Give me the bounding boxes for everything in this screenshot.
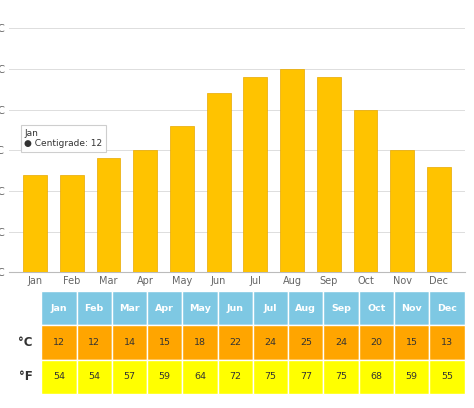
Bar xyxy=(207,93,230,272)
Bar xyxy=(60,175,84,272)
Bar xyxy=(280,69,304,272)
Text: Sep: Sep xyxy=(331,304,351,313)
Bar xyxy=(218,291,253,326)
Bar xyxy=(253,360,288,394)
Text: Jul: Jul xyxy=(264,304,277,313)
Text: Jan: Jan xyxy=(51,304,67,313)
Text: 22: 22 xyxy=(229,338,241,347)
Bar xyxy=(182,291,218,326)
Bar xyxy=(288,360,323,394)
Text: 12: 12 xyxy=(53,338,65,347)
Bar xyxy=(394,360,429,394)
Text: Nov: Nov xyxy=(401,304,422,313)
Bar xyxy=(253,291,288,326)
Bar xyxy=(77,291,112,326)
Bar xyxy=(112,326,147,360)
Text: 12: 12 xyxy=(88,338,100,347)
Text: Dec: Dec xyxy=(437,304,457,313)
Text: Jun: Jun xyxy=(227,304,244,313)
Text: 25: 25 xyxy=(300,338,312,347)
Bar xyxy=(112,291,147,326)
Text: Apr: Apr xyxy=(155,304,174,313)
Bar xyxy=(429,291,465,326)
Bar xyxy=(182,360,218,394)
Text: Aug: Aug xyxy=(295,304,316,313)
Text: Mar: Mar xyxy=(119,304,140,313)
Bar xyxy=(147,291,182,326)
Bar xyxy=(112,360,147,394)
Bar xyxy=(394,291,429,326)
Text: 15: 15 xyxy=(406,338,418,347)
Bar xyxy=(394,326,429,360)
Text: °C: °C xyxy=(18,336,33,349)
Bar xyxy=(170,126,194,272)
Bar xyxy=(359,291,394,326)
Bar xyxy=(147,360,182,394)
Bar xyxy=(390,151,414,272)
Bar xyxy=(429,360,465,394)
Text: Feb: Feb xyxy=(84,304,104,313)
Bar xyxy=(323,360,359,394)
Bar xyxy=(288,326,323,360)
Bar xyxy=(97,158,120,272)
Bar xyxy=(41,326,77,360)
Text: 13: 13 xyxy=(441,338,453,347)
Text: 14: 14 xyxy=(124,338,136,347)
Bar xyxy=(288,291,323,326)
Bar xyxy=(359,360,394,394)
Text: 18: 18 xyxy=(194,338,206,347)
Bar xyxy=(244,77,267,272)
Text: 24: 24 xyxy=(335,338,347,347)
Text: 20: 20 xyxy=(370,338,383,347)
Bar xyxy=(41,360,77,394)
Bar xyxy=(218,326,253,360)
Text: Oct: Oct xyxy=(367,304,385,313)
Bar xyxy=(427,166,451,272)
Text: 75: 75 xyxy=(335,372,347,381)
Text: 54: 54 xyxy=(53,372,65,381)
Text: Jan
● Centigrade: 12: Jan ● Centigrade: 12 xyxy=(24,129,102,148)
Text: 77: 77 xyxy=(300,372,312,381)
Text: 55: 55 xyxy=(441,372,453,381)
Bar xyxy=(133,151,157,272)
Text: May: May xyxy=(189,304,211,313)
Bar xyxy=(354,110,377,272)
Bar xyxy=(77,326,112,360)
Bar xyxy=(317,77,341,272)
Text: 72: 72 xyxy=(229,372,241,381)
Text: 59: 59 xyxy=(406,372,418,381)
Bar xyxy=(182,326,218,360)
Legend: Centigrade: Centigrade xyxy=(189,325,285,345)
Bar xyxy=(218,360,253,394)
Text: °F: °F xyxy=(18,370,32,383)
Text: 75: 75 xyxy=(264,372,276,381)
Bar xyxy=(253,326,288,360)
Text: 24: 24 xyxy=(264,338,276,347)
Text: 57: 57 xyxy=(124,372,136,381)
Bar xyxy=(41,291,77,326)
Text: 59: 59 xyxy=(159,372,171,381)
Bar xyxy=(323,291,359,326)
Bar xyxy=(359,326,394,360)
Text: 68: 68 xyxy=(370,372,383,381)
Bar xyxy=(23,175,47,272)
Text: 54: 54 xyxy=(88,372,100,381)
Text: 64: 64 xyxy=(194,372,206,381)
Text: 15: 15 xyxy=(159,338,171,347)
Bar xyxy=(77,360,112,394)
Bar xyxy=(429,326,465,360)
Bar xyxy=(147,326,182,360)
Bar xyxy=(323,326,359,360)
